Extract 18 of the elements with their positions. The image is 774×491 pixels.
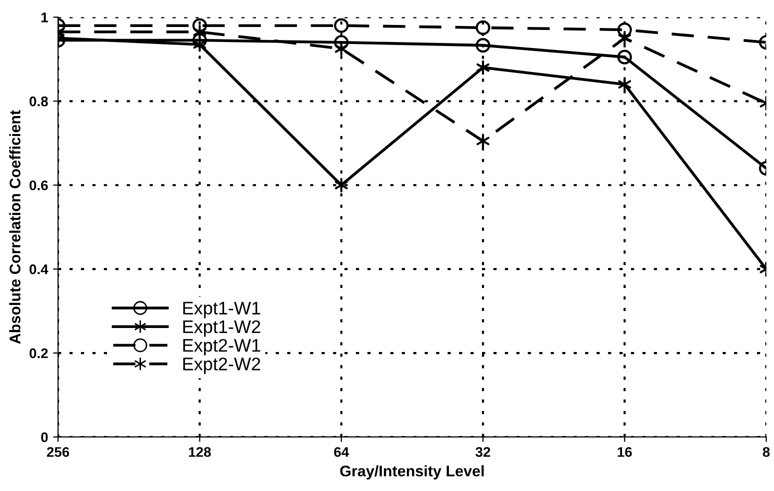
y-axis-title: Absolute Correlation Coefficient (9, 110, 20, 344)
y-tick-label: 1 (41, 12, 48, 22)
y-tick-label: 0.6 (30, 180, 48, 190)
x-tick-label: 128 (188, 447, 211, 457)
x-axis-title: Gray/Intensity Level (340, 465, 484, 480)
y-tick-label: 0.2 (30, 348, 48, 358)
legend-label: Expt1-W2 (183, 320, 260, 337)
x-tick-label: 16 (618, 447, 632, 457)
x-tick-label: 64 (334, 447, 349, 457)
x-tick-label: 256 (46, 447, 70, 457)
legend-label: Expt2-W1 (183, 338, 260, 356)
y-tick-label: 0 (41, 432, 48, 442)
x-tick-label: 8 (762, 447, 770, 457)
legend-label: Expt2-W2 (183, 358, 260, 374)
y-tick-label: 0.4 (30, 264, 48, 274)
x-tick-label: 32 (476, 447, 490, 457)
y-tick-label: 0.8 (30, 96, 48, 106)
legend-label: Expt1-W1 (183, 302, 260, 318)
